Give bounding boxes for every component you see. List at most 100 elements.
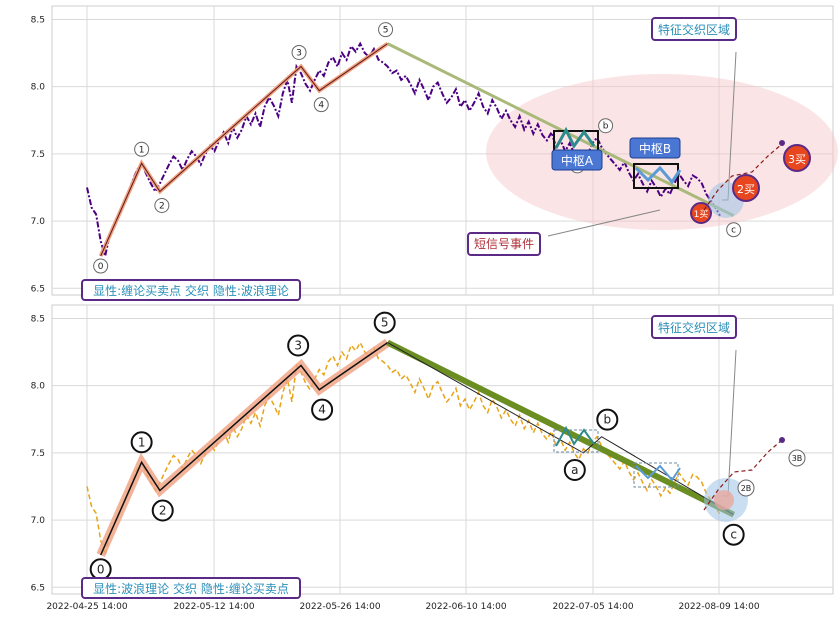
wave-label-text: c: [730, 528, 737, 542]
pivot-a-zigzag: [554, 126, 596, 149]
y-tick-label: 8.5: [31, 15, 45, 25]
pivot-b-label: 中枢B: [639, 141, 671, 156]
wave-label-circle: [378, 22, 394, 38]
post-c-dot-bottom: [779, 437, 785, 443]
wave-label-text: c: [731, 226, 736, 236]
y-tick-label: 6.5: [31, 583, 45, 593]
wave-label-circle: [596, 408, 619, 431]
buy2b-label: 2B: [741, 484, 752, 493]
bottom-annotations: 特征交织区域 2B 3B 显性:波浪理论 交织 隐性:缠论买卖点: [81, 315, 806, 599]
bottom-price-series: [86, 340, 721, 558]
short-signal-label: 短信号事件: [474, 237, 534, 251]
y-tick-label: 8.0: [31, 83, 46, 93]
feature-region-label: 特征交织区域: [658, 22, 730, 37]
pivot-b-label-bg: [629, 137, 681, 159]
y-tick-label: 7.5: [31, 449, 45, 459]
pivot-a-zigzag-bottom: [555, 425, 595, 447]
x-tick-label: 2022-07-05 14:00: [552, 602, 633, 612]
pivot-b-zigzag-bottom: [635, 464, 681, 482]
buy1-label: 1买: [694, 209, 709, 220]
y-tick-label: 6.5: [31, 284, 45, 294]
wave-label-text: 2: [159, 503, 167, 517]
pivot-a-box-bottom: [553, 429, 599, 453]
wave-label-text: b: [603, 413, 611, 427]
wave-label-text: 4: [318, 403, 326, 417]
x-axis-ticks: 2022-04-25 14:00 2022-05-12 14:00 2022-05-…: [46, 602, 759, 612]
wave-label-text: a: [571, 463, 578, 477]
y-tick-label: 8.5: [31, 314, 45, 324]
wave-label-circle: [313, 97, 329, 113]
y-tick-label: 7.0: [31, 217, 46, 227]
price-line: [86, 340, 721, 558]
pivot-b-box: [633, 163, 679, 189]
y-tick-label: 7.0: [31, 516, 46, 526]
wave-label-text: 1: [139, 145, 145, 155]
wave-label-circle: [130, 431, 153, 454]
wave-label-circle: [598, 118, 614, 134]
bottom-wave-lines: [96, 338, 736, 557]
top-price-series: [86, 41, 721, 260]
buy3b-label: 3B: [792, 454, 803, 463]
x-tick-label: 2022-06-10 14:00: [425, 602, 506, 612]
wave-label-text: b: [603, 122, 609, 132]
wave-label-circle: [311, 398, 334, 421]
wave-label-text: 5: [381, 316, 389, 330]
bottom-caption-box: [81, 577, 301, 599]
feature-region-label-bottom: 特征交织区域: [658, 320, 730, 335]
wave-label-circle: [93, 258, 109, 274]
bottom-caption: 显性:波浪理论 交织 隐性:缠论买卖点: [93, 581, 289, 596]
post-c-dot-top: [779, 140, 785, 146]
buy2-marker: [732, 174, 760, 202]
wave-label-text: 0: [98, 262, 104, 272]
impulse-wave-core: [100, 341, 389, 556]
bottom-y-axis-ticks: 6.5 7.0 7.5 8.0 8.5: [31, 314, 46, 593]
price-line: [86, 41, 721, 260]
x-tick-label: 2022-08-09 14:00: [678, 602, 759, 612]
wave-label-text: 3: [296, 48, 302, 58]
wave-label-circle: [726, 222, 742, 238]
wave-label-circle: [287, 334, 310, 357]
wave-label-text: 1: [138, 435, 146, 449]
pivot-b-zigzag: [634, 165, 682, 185]
buy3b-marker: [788, 449, 806, 467]
buy2-label: 2买: [737, 183, 755, 196]
y-tick-label: 8.0: [31, 382, 46, 392]
top-panel-frame: [51, 5, 834, 296]
top-caption: 显性:缠论买卖点 交织 隐性:波浪理论: [93, 283, 289, 298]
feature-region-box: [651, 17, 737, 41]
top-annotations: 中枢A 中枢B 特征交织区域 短信号事件 1买 2买 3买 显性:缠论买卖点 交…: [81, 17, 811, 301]
wave-label-circle: [134, 141, 150, 157]
post-c-path-bottom: [703, 439, 783, 511]
bottom-wave-labels: 0 1 2 3 4 5 a b c: [89, 311, 745, 581]
pivot-b-box-bottom: [633, 462, 679, 488]
impulse-wave-core: [100, 43, 388, 257]
correction-wave: [386, 339, 736, 518]
short-signal-arrow: [547, 209, 661, 237]
wave-label-circle: [722, 523, 745, 546]
buy3-marker: [783, 144, 811, 172]
pivot-a-label-bg: [551, 149, 603, 171]
x-tick-label: 2022-05-26 14:00: [299, 602, 380, 612]
wave-label-text: 2: [159, 201, 165, 211]
wave-label-text: 0: [97, 562, 105, 576]
buy-core-bottom: [714, 490, 734, 510]
top-y-axis-ticks: 6.5 7.0 7.5 8.0 8.5: [31, 15, 46, 294]
bottom-panel-frame: [51, 304, 834, 595]
x-tick-label: 2022-05-12 14:00: [173, 602, 254, 612]
wave-label-circle: [291, 44, 307, 60]
pivot-a-label: 中枢A: [561, 153, 594, 168]
wave-label-circle: [154, 197, 170, 213]
feature-region-box-bottom: [651, 315, 737, 339]
wave-label-text: 4: [318, 101, 324, 111]
x-tick-label: 2022-04-25 14:00: [46, 602, 127, 612]
buy3-label: 3买: [788, 153, 806, 166]
wave-label-circle: [151, 499, 174, 522]
y-tick-label: 7.5: [31, 150, 45, 160]
buy2b-marker: [737, 479, 755, 497]
wave-label-text: 5: [383, 26, 389, 36]
wave-label-circle: [373, 311, 396, 334]
wave-label-text: 3: [294, 338, 302, 352]
wave-label-circle: [563, 459, 586, 482]
top-caption-box: [81, 279, 301, 301]
